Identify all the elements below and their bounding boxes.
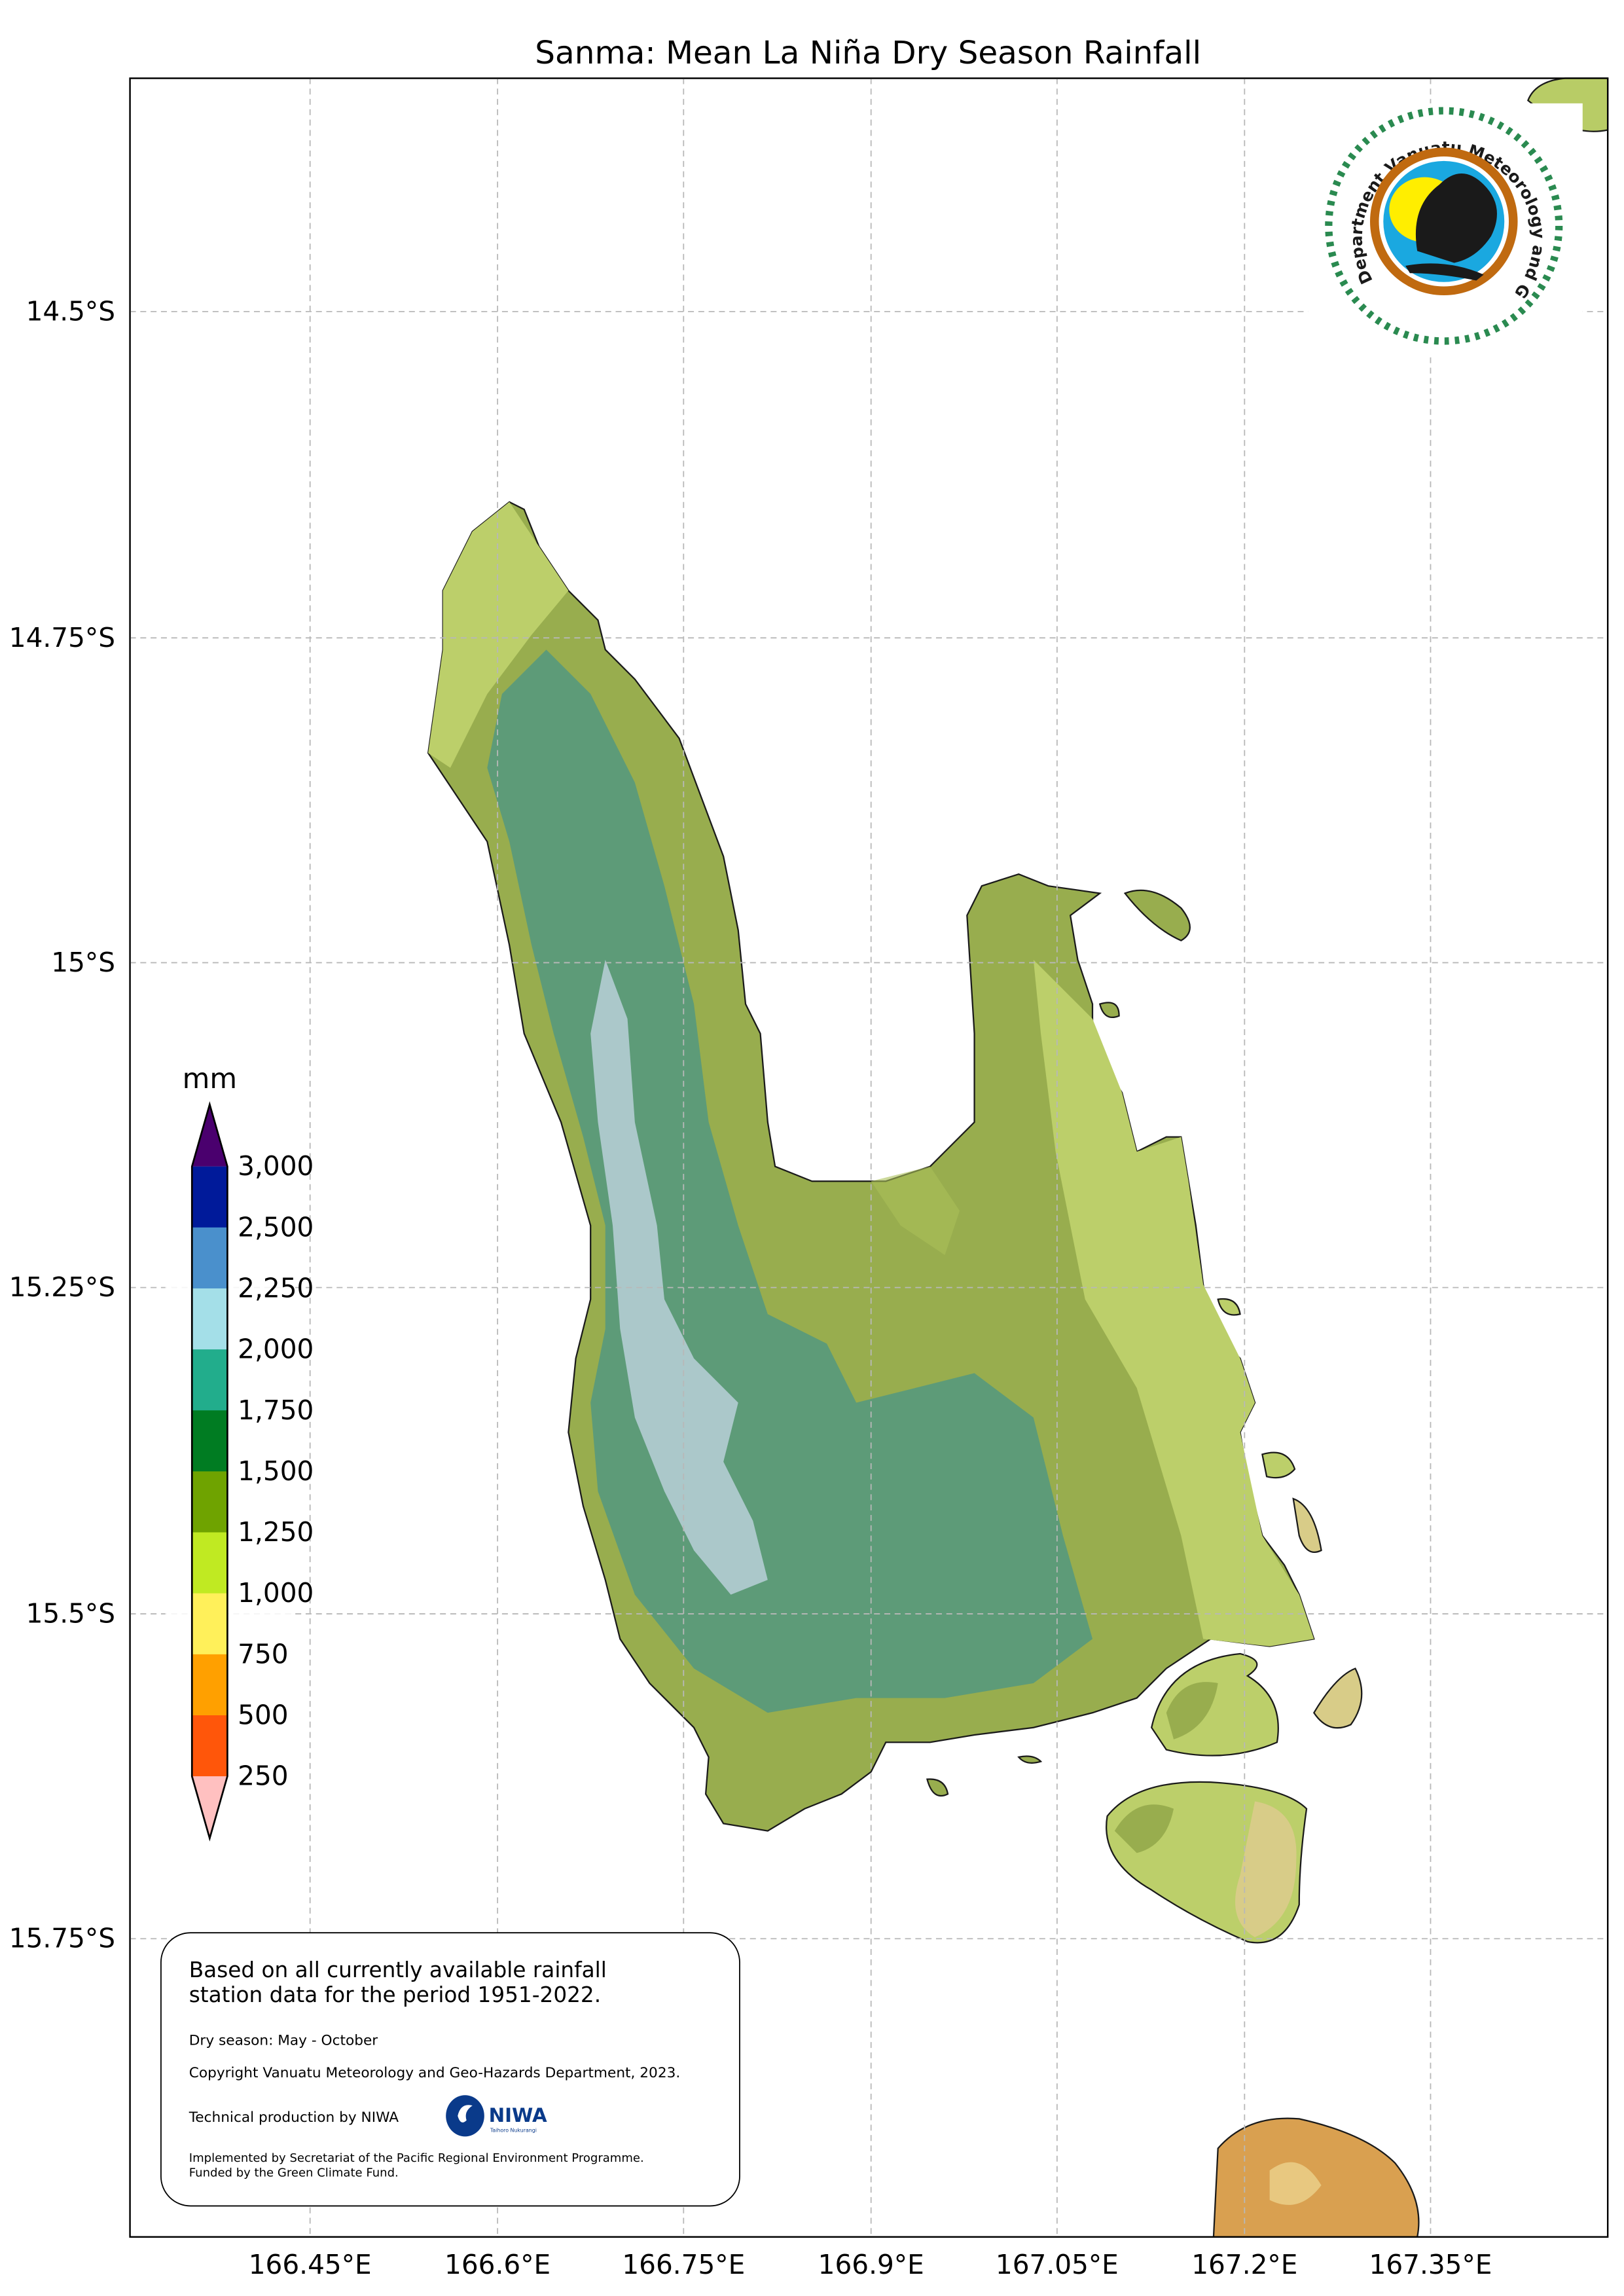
lat-tick: 15.5°S — [26, 1598, 115, 1630]
malo-island — [1151, 1652, 1279, 1757]
lat-tick: 15.75°S — [9, 1923, 115, 1954]
funded-note: Funded by the Green Climate Fund. — [189, 2166, 399, 2179]
map-area — [129, 77, 1609, 2238]
colorbar-segment — [192, 1715, 228, 1777]
colorbar-extend-under — [192, 1776, 228, 1838]
info-box: Based on all currently available rainfal… — [160, 1932, 740, 2207]
niwa-logo: NIWA Taihoro Nukurangi — [446, 2095, 547, 2137]
colorbar-label: 500 — [238, 1700, 288, 1731]
north-coast-lowland — [428, 501, 569, 768]
colorbar-label: 250 — [238, 1760, 288, 1792]
colorbar-label: 1,750 — [238, 1394, 314, 1426]
colorbar-outline — [190, 1101, 228, 1842]
colorbar-segment — [192, 1471, 228, 1533]
colorbar-label: 750 — [238, 1638, 288, 1669]
colorbar-segment — [192, 1410, 228, 1472]
niwa-logo-text: NIWA — [489, 2104, 547, 2126]
colorbar-extend-over — [192, 1104, 228, 1167]
colorbar-segment — [192, 1349, 228, 1411]
production-note: Technical production by NIWA — [189, 2109, 399, 2126]
colorbar-segment — [192, 1227, 228, 1289]
colorbar-segment — [192, 1532, 228, 1594]
niwa-logo-subtext: Taihoro Nukurangi — [490, 2128, 537, 2134]
colorbar-label: 1,000 — [238, 1577, 314, 1609]
season-note: Dry season: May - October — [189, 2033, 378, 2049]
peak-zone — [590, 959, 768, 1595]
lat-tick: 15°S — [51, 947, 115, 978]
lon-tick: 166.75°E — [622, 2249, 745, 2280]
info-line-2: station data for the period 1951-2022. — [189, 1982, 601, 2007]
latitude-labels: 14.5°S 14.75°S 15°S 15.25°S 15.5°S 15.75… — [9, 295, 115, 1954]
graticule — [130, 78, 1608, 2237]
colorbar-segment — [192, 1166, 228, 1228]
copyright-note: Copyright Vanuatu Meteorology and Geo-Ha… — [189, 2065, 681, 2081]
lon-tick: 166.6°E — [444, 2249, 550, 2280]
colorbar-label: 2,000 — [238, 1334, 314, 1365]
east-coast-lowland — [1033, 959, 1314, 1647]
colorbar-label: 2,500 — [238, 1211, 314, 1243]
small-islets — [926, 889, 1363, 1797]
colorbar-label: 3,000 — [238, 1150, 314, 1182]
info-line-1: Based on all currently available rainfal… — [189, 1958, 607, 1982]
south-dry-zone — [871, 1166, 960, 1256]
map-title: Sanma: Mean La Niña Dry Season Rainfall — [535, 35, 1201, 71]
highland-zone — [487, 649, 1093, 1713]
implemented-note: Implemented by Secretariat of the Pacifi… — [189, 2151, 644, 2165]
lon-tick: 167.35°E — [1369, 2249, 1492, 2280]
colorbar-label: 1,250 — [238, 1516, 314, 1548]
lon-tick: 167.05°E — [996, 2249, 1119, 2280]
laurel-wreath — [1325, 107, 1563, 345]
south-island — [1106, 1781, 1308, 1944]
lon-tick: 167.2°E — [1191, 2249, 1297, 2280]
lon-tick: 166.9°E — [818, 2249, 924, 2280]
colorbar-label: 1,500 — [238, 1455, 314, 1487]
longitude-labels: 166.45°E 166.6°E 166.75°E 166.9°E 167.05… — [249, 2249, 1492, 2280]
lat-tick: 14.5°S — [26, 295, 115, 327]
colorbar-label: 2,250 — [238, 1273, 314, 1304]
colorbar: mm 3,000 2,500 2,250 2,000 1,750 1,500 1,250 1,… — [165, 1033, 314, 1861]
lat-tick: 14.75°S — [9, 622, 115, 653]
colorbar-segment — [192, 1288, 228, 1350]
colorbar-segment — [192, 1593, 228, 1655]
lat-tick: 15.25°S — [9, 1271, 115, 1303]
lon-tick: 166.45°E — [249, 2249, 372, 2280]
colorbar-unit: mm — [183, 1063, 237, 1095]
ambae-island — [1212, 2117, 1420, 2238]
santo-island — [427, 501, 1315, 1832]
colorbar-segment — [192, 1654, 228, 1716]
